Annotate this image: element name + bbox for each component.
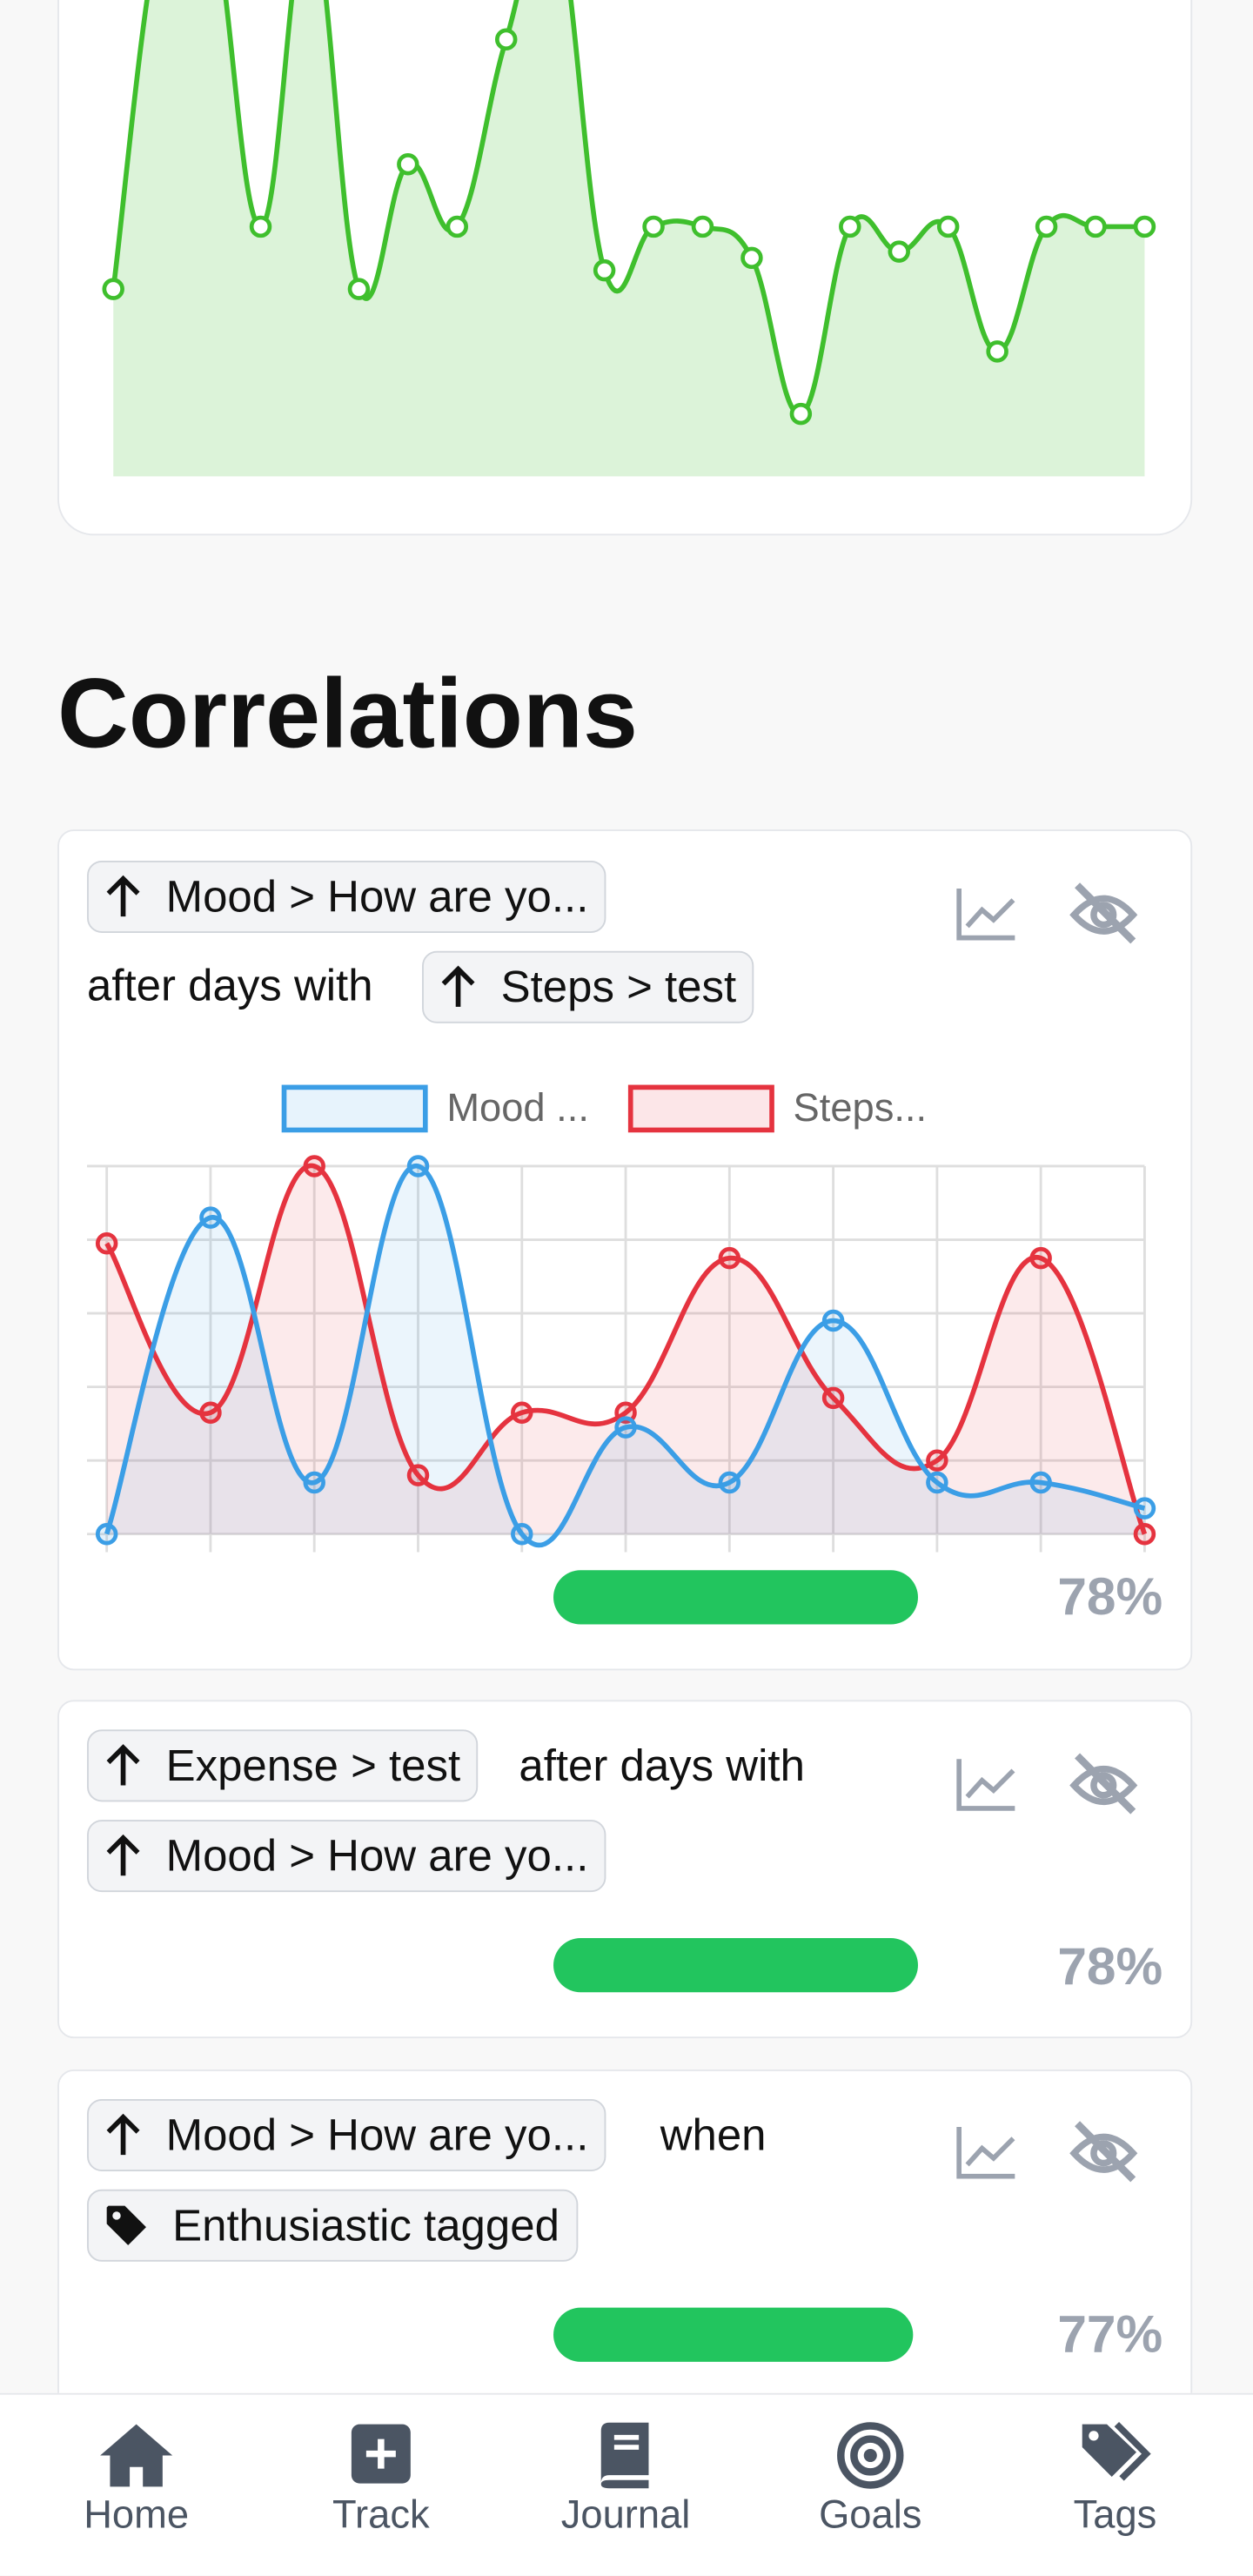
nav-label: Home [84,2492,190,2538]
connector-text: when [660,2110,767,2160]
arrow-up-icon [106,875,140,917]
score-bar [553,2307,915,2362]
card-actions [956,1753,1138,1815]
score-label: 78% [1057,1566,1163,1627]
home-icon [100,2424,173,2487]
chip[interactable]: Expense > test [87,1729,479,1802]
nav-track[interactable]: Track [266,2395,496,2576]
bottom-nav: Home Track Journal Goals Tags [0,2392,1253,2576]
chart-icon[interactable] [956,2127,1015,2179]
score-label: 78% [1057,1936,1163,1996]
nav-journal[interactable]: Journal [511,2395,740,2576]
chip-text: Mood > How are yo... [165,871,589,921]
arrow-up-icon [106,2113,140,2156]
connector-text: after days with [519,1741,805,1791]
tags-icon [1082,2421,1151,2481]
journal-icon [600,2422,649,2489]
card-actions [956,2121,1138,2183]
chip[interactable]: Steps > test [422,950,754,1023]
tag-icon [106,2205,146,2245]
hide-icon[interactable] [1069,1753,1138,1815]
nav-label: Journal [560,2492,691,2538]
chip[interactable]: Mood > How are yo... [87,1820,607,1893]
score-bar [553,1938,919,1993]
goals-icon [837,2422,904,2489]
arrow-up-icon [106,1834,140,1876]
score-bar [553,1570,919,1625]
chip-text: Expense > test [165,1740,461,1790]
track-icon [351,2424,411,2484]
nav-home[interactable]: Home [22,2395,251,2576]
card-actions [956,882,1138,944]
chip-text: Steps > test [500,962,737,1011]
chip-text: Mood > How are yo... [165,1830,589,1881]
hide-icon[interactable] [1069,882,1138,944]
chart-icon[interactable] [956,889,1015,941]
score-label: 77% [1057,2304,1163,2364]
chip[interactable]: Enthusiastic tagged [87,2189,578,2262]
chip-text: Enthusiastic tagged [172,2200,559,2250]
section-title: Correlations [57,658,639,769]
nav-label: Goals [819,2492,922,2538]
chip[interactable]: Mood > How are yo... [87,860,607,933]
nav-label: Tags [1073,2492,1157,2538]
nav-label: Track [332,2492,430,2538]
nav-goals[interactable]: Goals [755,2395,985,2576]
hide-icon[interactable] [1069,2121,1138,2183]
chart-icon[interactable] [956,1759,1015,1811]
nav-tags[interactable]: Tags [1000,2395,1230,2576]
arrow-up-icon [106,1744,140,1786]
arrow-up-icon [441,965,475,1007]
chart-card [57,0,1193,536]
chip[interactable]: Mood > How are yo... [87,2098,607,2171]
chip-text: Mood > How are yo... [165,2110,589,2159]
connector-text: after days with [87,961,373,1010]
